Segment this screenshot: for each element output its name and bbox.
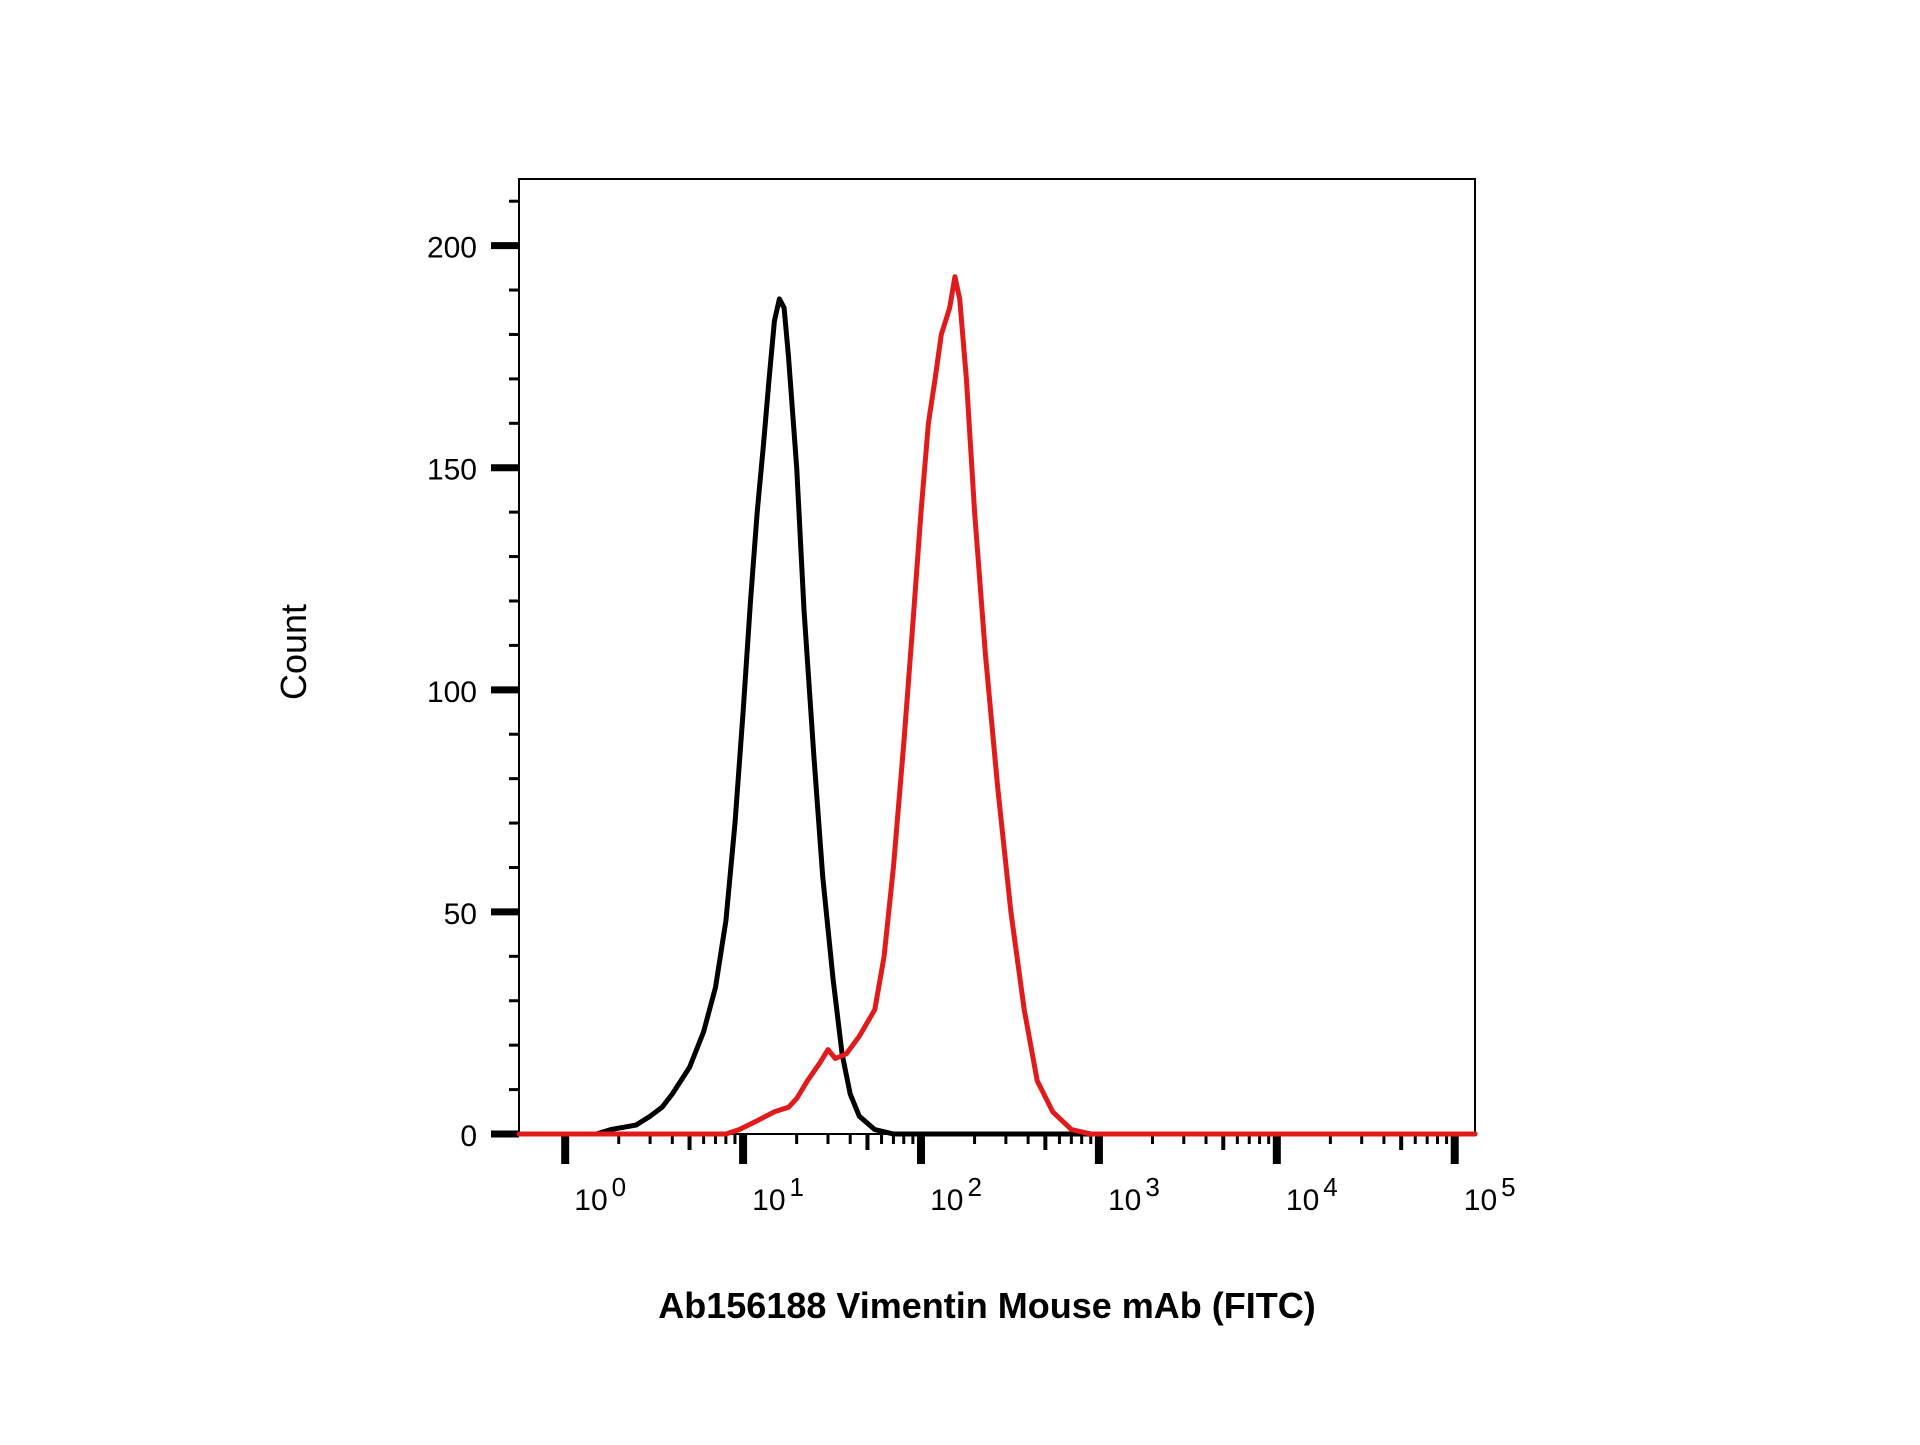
x-tick-label: 10 3 (1108, 1172, 1160, 1217)
y-tick-label: 50 (444, 898, 477, 931)
x-tick-label: 10 4 (1286, 1172, 1338, 1217)
y-axis-label: Count (273, 604, 314, 700)
plot-frame (518, 178, 1476, 1135)
y-tick-label: 0 (460, 1120, 477, 1153)
y-tick-label: 200 (427, 232, 477, 265)
x-tick-label: 10 5 (1464, 1172, 1516, 1217)
y-tick-label: 100 (427, 676, 477, 709)
x-tick-label: 10 0 (574, 1172, 626, 1217)
red-histogram-line (516, 274, 1478, 1137)
y-tick-label: 150 (427, 454, 477, 487)
x-tick-label: 10 1 (752, 1172, 804, 1217)
x-tick-label: 10 2 (930, 1172, 982, 1217)
x-axis-label: Ab156188 Vimentin Mouse mAb (FITC) (658, 1285, 1315, 1326)
black-histogram-line (516, 296, 1478, 1137)
